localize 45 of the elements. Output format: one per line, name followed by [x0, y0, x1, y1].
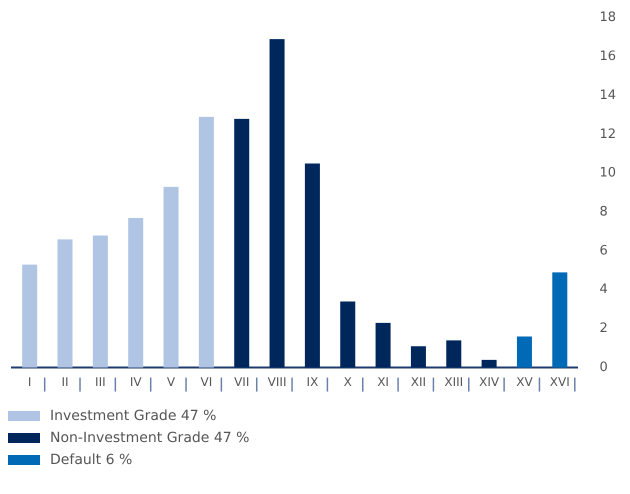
x-tick-label: IV: [130, 374, 142, 389]
x-tick-label: IX: [306, 374, 318, 389]
y-tick-label: 10: [599, 166, 616, 181]
x-tick-label: VI: [200, 374, 212, 389]
legend-label: Default 6 %: [50, 452, 132, 468]
x-tick-label: V: [166, 374, 176, 389]
bar: [164, 186, 179, 368]
x-tick-label: XIII: [444, 374, 464, 389]
bar: [270, 39, 285, 368]
bar: [304, 164, 320, 368]
bar: [516, 336, 532, 368]
bar: [552, 272, 568, 368]
y-tick-label: 14: [599, 88, 616, 103]
y-tick-label: 8: [599, 204, 608, 220]
y-tick-label: 4: [599, 282, 608, 298]
x-tick-label: XIV: [479, 374, 500, 389]
bar: [92, 235, 108, 368]
x-tick-label: XV: [516, 374, 534, 389]
bar: [340, 302, 356, 368]
x-tick-label: III: [95, 374, 106, 389]
legend-label: Non-Investment Grade 47 %: [50, 430, 250, 446]
bar: [198, 116, 214, 368]
x-tick-label: I: [28, 374, 32, 389]
bar: [22, 264, 38, 368]
x-tick-label: VIII: [268, 374, 286, 389]
x-tick-label: XI: [377, 374, 389, 389]
x-tick-label: VII: [234, 374, 250, 389]
bar: [446, 340, 462, 368]
y-tick-label: 18: [599, 10, 616, 26]
y-tick-label: 0: [599, 360, 608, 375]
bar: [482, 360, 497, 368]
bar: [234, 118, 250, 368]
y-tick-label: 16: [599, 49, 616, 64]
x-tick-label: XVI: [550, 374, 570, 389]
x-tick-label: II: [61, 374, 69, 389]
x-tick-label: X: [344, 374, 352, 389]
bar: [376, 322, 391, 368]
bar: [58, 239, 73, 368]
y-tick-label: 12: [599, 126, 616, 142]
x-tick-label: XII: [410, 374, 426, 389]
y-tick-label: 6: [599, 243, 608, 258]
bar: [128, 218, 144, 368]
y-tick-label: 2: [599, 321, 608, 336]
bar: [410, 346, 426, 368]
legend-label: Investment Grade 47 %: [50, 408, 216, 424]
